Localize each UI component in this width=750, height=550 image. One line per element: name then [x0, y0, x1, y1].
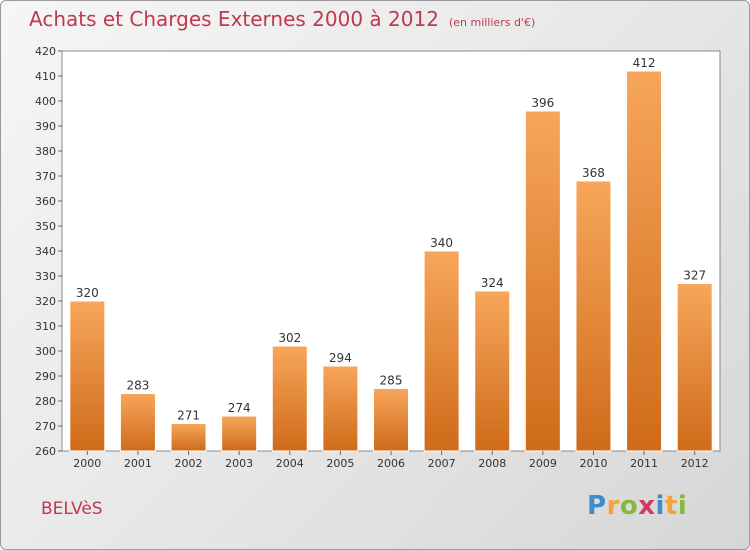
- value-label-2006: 285: [380, 374, 403, 388]
- bar-2009: [524, 110, 561, 452]
- bar-2007: [423, 250, 460, 452]
- y-tick-label: 380: [35, 145, 56, 158]
- bar-2006: [373, 388, 409, 452]
- value-label-2005: 294: [329, 351, 352, 365]
- y-tick-label: 280: [35, 395, 56, 408]
- y-tick-label: 330: [35, 270, 56, 283]
- value-label-2008: 324: [481, 276, 504, 290]
- y-tick-label: 360: [35, 195, 56, 208]
- x-tick-label-2000: 2000: [73, 457, 101, 470]
- y-tick-label: 370: [35, 170, 56, 183]
- value-label-2009: 396: [531, 96, 554, 110]
- x-tick-label-2004: 2004: [276, 457, 304, 470]
- bar-2002: [170, 423, 207, 452]
- value-label-2004: 302: [278, 331, 301, 345]
- value-label-2002: 271: [177, 409, 200, 423]
- chart-title-main: Achats et Charges Externes 2000 à 2012: [29, 7, 439, 31]
- bar-2001: [119, 393, 156, 452]
- chart-title-unit: (en milliers d'€): [448, 16, 536, 29]
- y-tick-label: 410: [35, 70, 56, 83]
- bar-2011: [626, 70, 663, 452]
- y-tick-label: 300: [35, 345, 56, 358]
- value-label-2003: 274: [228, 401, 251, 415]
- y-tick-label: 350: [35, 220, 56, 233]
- proxiti-logo: Proxiti: [587, 491, 688, 521]
- x-tick-label-2011: 2011: [630, 457, 658, 470]
- chart-title: Achats et Charges Externes 2000 à 2012 (e…: [29, 7, 535, 31]
- y-tick-label: 310: [35, 320, 56, 333]
- y-tick-label: 320: [35, 295, 56, 308]
- value-label-2011: 412: [633, 56, 656, 70]
- x-tick-label-2001: 2001: [124, 457, 152, 470]
- y-tick-label: 400: [35, 95, 56, 108]
- bar-2010: [575, 180, 612, 452]
- x-tick-label-2012: 2012: [681, 457, 709, 470]
- x-tick-label-2002: 2002: [175, 457, 203, 470]
- x-tick-label-2005: 2005: [326, 457, 354, 470]
- y-tick-label: 420: [35, 45, 56, 58]
- bar-2000: [69, 300, 106, 452]
- y-tick-label: 290: [35, 370, 56, 383]
- bar-2004: [271, 345, 308, 452]
- x-tick-label-2008: 2008: [478, 457, 506, 470]
- y-tick-label: 260: [35, 445, 56, 458]
- value-label-2010: 368: [582, 166, 605, 180]
- bars: 320 283 271 274 302 294 285 340 324 396 368 412 327: [69, 56, 713, 452]
- y-axis: 260 270 280 290 300 310 320 330 340 350 360 370 380 3…: [35, 45, 62, 458]
- x-tick-label-2006: 2006: [377, 457, 405, 470]
- x-tick-label-2003: 2003: [225, 457, 253, 470]
- bar-2008: [474, 290, 511, 452]
- x-tick-label-2007: 2007: [428, 457, 456, 470]
- x-axis: 2000 2001 2002 2003 2004 2005 2006 2007 2008 2009…: [73, 451, 709, 470]
- bar-2012: [676, 283, 713, 452]
- location-label: BELVèS: [41, 499, 103, 519]
- bar-2005: [322, 365, 359, 452]
- y-tick-label: 340: [35, 245, 56, 258]
- x-tick-label-2010: 2010: [579, 457, 607, 470]
- y-tick-label: 270: [35, 420, 56, 433]
- y-tick-label: 390: [35, 120, 56, 133]
- value-label-2012: 327: [683, 269, 706, 283]
- x-tick-label-2009: 2009: [529, 457, 557, 470]
- value-label-2001: 283: [126, 379, 149, 393]
- value-label-2000: 320: [76, 286, 99, 300]
- bar-2003: [221, 415, 258, 452]
- value-label-2007: 340: [430, 236, 453, 250]
